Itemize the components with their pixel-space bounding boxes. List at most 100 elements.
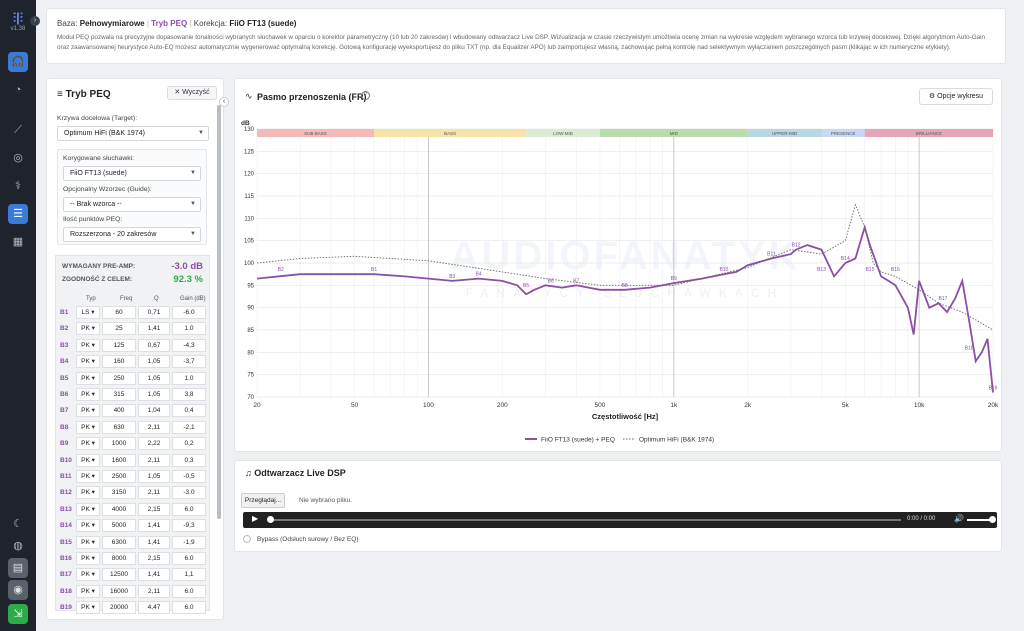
band-gain-input[interactable]: 6.0 xyxy=(172,502,206,516)
band-freq-input[interactable]: 8000 xyxy=(102,552,136,565)
band-gain-input[interactable]: 1.0 xyxy=(172,322,206,336)
points-select[interactable]: Rozszerzona - 20 zakresów ▼ xyxy=(63,227,201,242)
volume-knob[interactable] xyxy=(989,516,996,523)
band-q-input[interactable]: 1,05 xyxy=(138,355,170,369)
band-type-select[interactable]: PK ▾ xyxy=(76,584,100,598)
band-id-toggle[interactable]: B7 xyxy=(60,407,69,415)
band-q-input[interactable]: 1,05 xyxy=(138,371,170,385)
band-freq-input[interactable]: 2500 xyxy=(102,470,136,483)
band-id-toggle[interactable]: B16 xyxy=(60,555,72,562)
band-freq-input[interactable]: 16000 xyxy=(102,584,136,598)
band-freq-input[interactable]: 125 xyxy=(102,338,136,352)
band-id-toggle[interactable]: B8 xyxy=(60,423,69,431)
chart-options-button[interactable]: ⚙ Opcje wykresu xyxy=(919,88,993,105)
stethoscope-icon[interactable]: ⚕ xyxy=(15,180,21,192)
seek-bar[interactable] xyxy=(269,519,901,521)
band-id-toggle[interactable]: B5 xyxy=(60,374,69,382)
band-type-select[interactable]: PK ▾ xyxy=(76,568,100,582)
band-q-input[interactable]: 1,04 xyxy=(138,404,170,418)
expand-sidebar-button[interactable]: › xyxy=(30,16,40,26)
band-q-input[interactable]: 2,11 xyxy=(138,486,170,500)
band-id-toggle[interactable]: B6 xyxy=(60,391,69,398)
band-freq-input[interactable]: 400 xyxy=(102,404,136,418)
band-q-input[interactable]: 4,47 xyxy=(138,601,170,615)
band-gain-input[interactable]: -3,7 xyxy=(172,355,206,369)
band-q-input[interactable]: 1,41 xyxy=(138,535,170,549)
headphones-select[interactable]: FiiO FT13 (suede) ▼ xyxy=(63,166,201,181)
band-gain-input[interactable]: -1,9 xyxy=(172,535,206,549)
band-freq-input[interactable]: 315 xyxy=(102,388,136,401)
band-type-select[interactable]: PK ▾ xyxy=(76,338,100,352)
equalizer-icon[interactable]: ☰ xyxy=(8,204,28,224)
band-gain-input[interactable]: -6.0 xyxy=(172,306,206,319)
band-gain-input[interactable]: -0,5 xyxy=(172,470,206,483)
band-q-input[interactable]: 1,41 xyxy=(138,322,170,336)
clipboard-icon[interactable]: ▤ xyxy=(8,558,28,578)
theme-moon-icon[interactable]: ☾ xyxy=(13,518,23,530)
band-freq-input[interactable]: 20000 xyxy=(102,601,136,615)
band-type-select[interactable]: PK ▾ xyxy=(76,355,100,369)
band-type-select[interactable]: PK ▾ xyxy=(76,502,100,516)
band-q-input[interactable]: 2,11 xyxy=(138,420,170,434)
band-freq-input[interactable]: 1000 xyxy=(102,437,136,451)
band-gain-input[interactable]: -3.0 xyxy=(172,486,206,500)
band-type-select[interactable]: PK ▾ xyxy=(76,322,100,336)
band-id-toggle[interactable]: B10 xyxy=(60,456,72,464)
band-gain-input[interactable]: 1.0 xyxy=(172,371,206,385)
band-id-toggle[interactable]: B15 xyxy=(60,538,72,546)
target-icon[interactable]: ◎ xyxy=(13,152,23,164)
band-id-toggle[interactable]: B13 xyxy=(60,505,72,513)
band-type-select[interactable]: PK ▾ xyxy=(76,486,100,500)
band-id-toggle[interactable]: B18 xyxy=(60,587,72,595)
band-freq-input[interactable]: 60 xyxy=(102,306,136,319)
band-id-toggle[interactable]: B19 xyxy=(60,604,72,612)
band-q-input[interactable]: 2,22 xyxy=(138,437,170,451)
band-gain-input[interactable]: 0,3 xyxy=(172,453,206,467)
band-freq-input[interactable]: 6300 xyxy=(102,535,136,549)
band-gain-input[interactable]: 6.0 xyxy=(172,552,206,565)
band-freq-input[interactable]: 1600 xyxy=(102,453,136,467)
band-gain-input[interactable]: -4,3 xyxy=(172,338,206,352)
panel-scrollbar[interactable] xyxy=(217,105,221,519)
ear-icon[interactable]: ◔ xyxy=(14,84,22,96)
band-gain-input[interactable]: 6.0 xyxy=(172,584,206,598)
band-gain-input[interactable]: -9,3 xyxy=(172,519,206,533)
band-id-toggle[interactable]: B3 xyxy=(60,341,69,349)
band-gain-input[interactable]: 0,2 xyxy=(172,437,206,451)
band-id-toggle[interactable]: B17 xyxy=(60,571,72,579)
band-type-select[interactable]: PK ▾ xyxy=(76,601,100,615)
band-type-select[interactable]: PK ▾ xyxy=(76,420,100,434)
band-id-toggle[interactable]: B4 xyxy=(60,358,69,366)
band-type-select[interactable]: PK ▾ xyxy=(76,453,100,467)
seek-knob[interactable] xyxy=(267,516,274,523)
band-id-toggle[interactable]: B1 xyxy=(60,309,69,316)
band-q-input[interactable]: 2,15 xyxy=(138,502,170,516)
band-q-input[interactable]: 2,11 xyxy=(138,584,170,598)
band-gain-input[interactable]: 1,1 xyxy=(172,568,206,582)
band-type-select[interactable]: PK ▾ xyxy=(76,388,100,401)
band-type-select[interactable]: PK ▾ xyxy=(76,371,100,385)
band-q-input[interactable]: 2,11 xyxy=(138,453,170,467)
band-type-select[interactable]: PK ▾ xyxy=(76,535,100,549)
volume-icon[interactable]: 🔊 xyxy=(954,514,964,523)
band-id-toggle[interactable]: B11 xyxy=(60,473,72,480)
band-freq-input[interactable]: 4000 xyxy=(102,502,136,516)
band-freq-input[interactable]: 160 xyxy=(102,355,136,369)
collapse-panel-button[interactable]: ‹ xyxy=(219,97,229,107)
headphones-icon[interactable]: 🎧 xyxy=(8,52,28,72)
band-type-select[interactable]: PK ▾ xyxy=(76,470,100,483)
band-gain-input[interactable]: 3,8 xyxy=(172,388,206,401)
band-type-select[interactable]: PK ▾ xyxy=(76,437,100,451)
band-id-toggle[interactable]: B12 xyxy=(60,489,72,497)
band-id-toggle[interactable]: B14 xyxy=(60,522,72,530)
band-freq-input[interactable]: 3150 xyxy=(102,486,136,500)
help-icon[interactable]: ? xyxy=(361,91,370,100)
band-q-input[interactable]: 1,41 xyxy=(138,519,170,533)
band-q-input[interactable]: 1,05 xyxy=(138,388,170,401)
band-freq-input[interactable]: 250 xyxy=(102,371,136,385)
clear-button[interactable]: ✕ Wyczyść xyxy=(167,86,217,100)
band-gain-input[interactable]: -2,1 xyxy=(172,420,206,434)
band-id-toggle[interactable]: B9 xyxy=(60,440,69,448)
chart-icon[interactable]: ⟋ xyxy=(14,124,22,136)
band-q-input[interactable]: 0,71 xyxy=(138,306,170,319)
